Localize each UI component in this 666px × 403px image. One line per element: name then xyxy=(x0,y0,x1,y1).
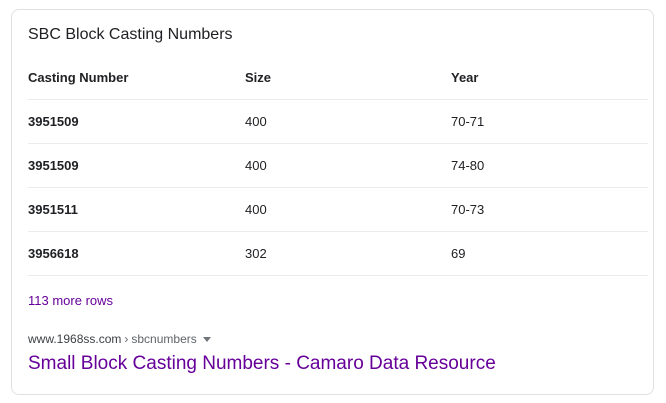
table-header-row: Casting Number Size Year xyxy=(28,56,648,100)
year-cell: 70-73 xyxy=(451,187,648,232)
result-domain: www.1968ss.com xyxy=(28,332,122,346)
chevron-down-icon[interactable] xyxy=(202,336,211,342)
size-cell: 302 xyxy=(245,231,451,276)
casting-numbers-table: Casting Number Size Year 3951509 400 70-… xyxy=(28,56,648,276)
column-header-casting-number: Casting Number xyxy=(28,56,245,100)
size-cell: 400 xyxy=(245,143,451,188)
year-cell: 69 xyxy=(451,231,648,276)
size-cell: 400 xyxy=(245,99,451,144)
result-breadcrumb: www.1968ss.com › sbcnumbers xyxy=(28,332,211,346)
table-row: 3951509 400 70-71 xyxy=(28,99,648,144)
result-title-link[interactable]: Small Block Casting Numbers - Camaro Dat… xyxy=(28,353,496,374)
snippet-title: SBC Block Casting Numbers xyxy=(28,26,233,43)
casting-number-cell: 3951509 xyxy=(28,143,245,188)
featured-snippet-card: SBC Block Casting Numbers Casting Number… xyxy=(11,9,654,395)
table-row: 3951509 400 74-80 xyxy=(28,143,648,188)
size-cell: 400 xyxy=(245,187,451,232)
breadcrumb-separator: › xyxy=(124,332,129,346)
casting-number-cell: 3951509 xyxy=(28,99,245,144)
year-cell: 70-71 xyxy=(451,99,648,144)
casting-number-cell: 3951511 xyxy=(28,187,245,232)
year-cell: 74-80 xyxy=(451,143,648,188)
table-row: 3956618 302 69 xyxy=(28,231,648,276)
column-header-year: Year xyxy=(451,56,648,100)
column-header-size: Size xyxy=(245,56,451,100)
more-rows-link[interactable]: 113 more rows xyxy=(28,293,114,308)
table-row: 3951511 400 70-73 xyxy=(28,187,648,232)
result-path: sbcnumbers xyxy=(131,332,197,346)
casting-number-cell: 3956618 xyxy=(28,231,245,276)
